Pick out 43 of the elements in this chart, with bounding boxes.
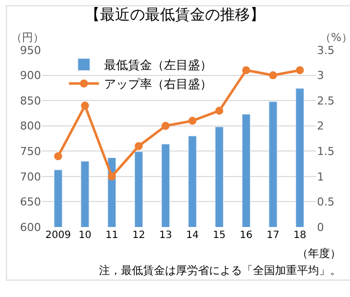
x-tick-label: 14 bbox=[186, 230, 199, 241]
x-tick-label: 2009 bbox=[45, 230, 71, 241]
y-tick-label: 750 bbox=[20, 144, 41, 158]
y2-axis-title: （%） bbox=[320, 31, 350, 44]
x-axis-title: （年度） bbox=[297, 247, 341, 260]
x-tick-label: 13 bbox=[159, 230, 172, 241]
legend-label: アップ率（右目盛） bbox=[104, 77, 212, 92]
y2-tick-label: 2.5 bbox=[317, 94, 334, 108]
x-tick-label: 18 bbox=[294, 230, 306, 241]
x-tick-label: 10 bbox=[78, 230, 92, 241]
y-tick-label: 600 bbox=[20, 220, 41, 234]
y2-tick-label: 1.5 bbox=[317, 144, 334, 158]
point bbox=[54, 152, 62, 160]
x-tick-label: 16 bbox=[240, 230, 253, 241]
y2-tick-label: 2 bbox=[317, 120, 324, 133]
point bbox=[188, 116, 196, 125]
point bbox=[134, 142, 143, 150]
y-tick-label: 800 bbox=[20, 120, 41, 133]
y2-tick-label: 0 bbox=[317, 220, 324, 234]
y-axis-title: （円） bbox=[11, 31, 44, 44]
x-tick-label: 17 bbox=[266, 230, 280, 241]
point bbox=[269, 71, 278, 80]
text: 注，最低賃金は厚労省による「全国加重平均」。 bbox=[99, 264, 341, 277]
x-tick-label: 12 bbox=[132, 230, 146, 241]
point bbox=[242, 66, 250, 74]
y-tick-label: 700 bbox=[20, 170, 41, 184]
x-tick-label: 15 bbox=[212, 230, 226, 241]
chart-title: 【最近の最低賃金の推移】 bbox=[85, 5, 265, 24]
y2-tick-label: 3 bbox=[317, 69, 324, 82]
point bbox=[108, 172, 116, 180]
y2-tick-label: 0.5 bbox=[317, 196, 334, 209]
point bbox=[215, 106, 224, 115]
y-tick-label: 900 bbox=[20, 69, 41, 82]
point bbox=[80, 102, 89, 110]
y2-tick-label: 1 bbox=[317, 170, 324, 184]
y-tick-label: 850 bbox=[20, 94, 41, 108]
y-tick-label: 650 bbox=[20, 196, 41, 209]
x-tick-label: 11 bbox=[105, 230, 118, 241]
y2-tick-label: 3.5 bbox=[317, 44, 334, 57]
point bbox=[162, 122, 170, 130]
legend-label: 最低賃金（左目盛） bbox=[104, 58, 212, 72]
point bbox=[296, 66, 304, 74]
y-tick-label: 950 bbox=[20, 44, 41, 57]
